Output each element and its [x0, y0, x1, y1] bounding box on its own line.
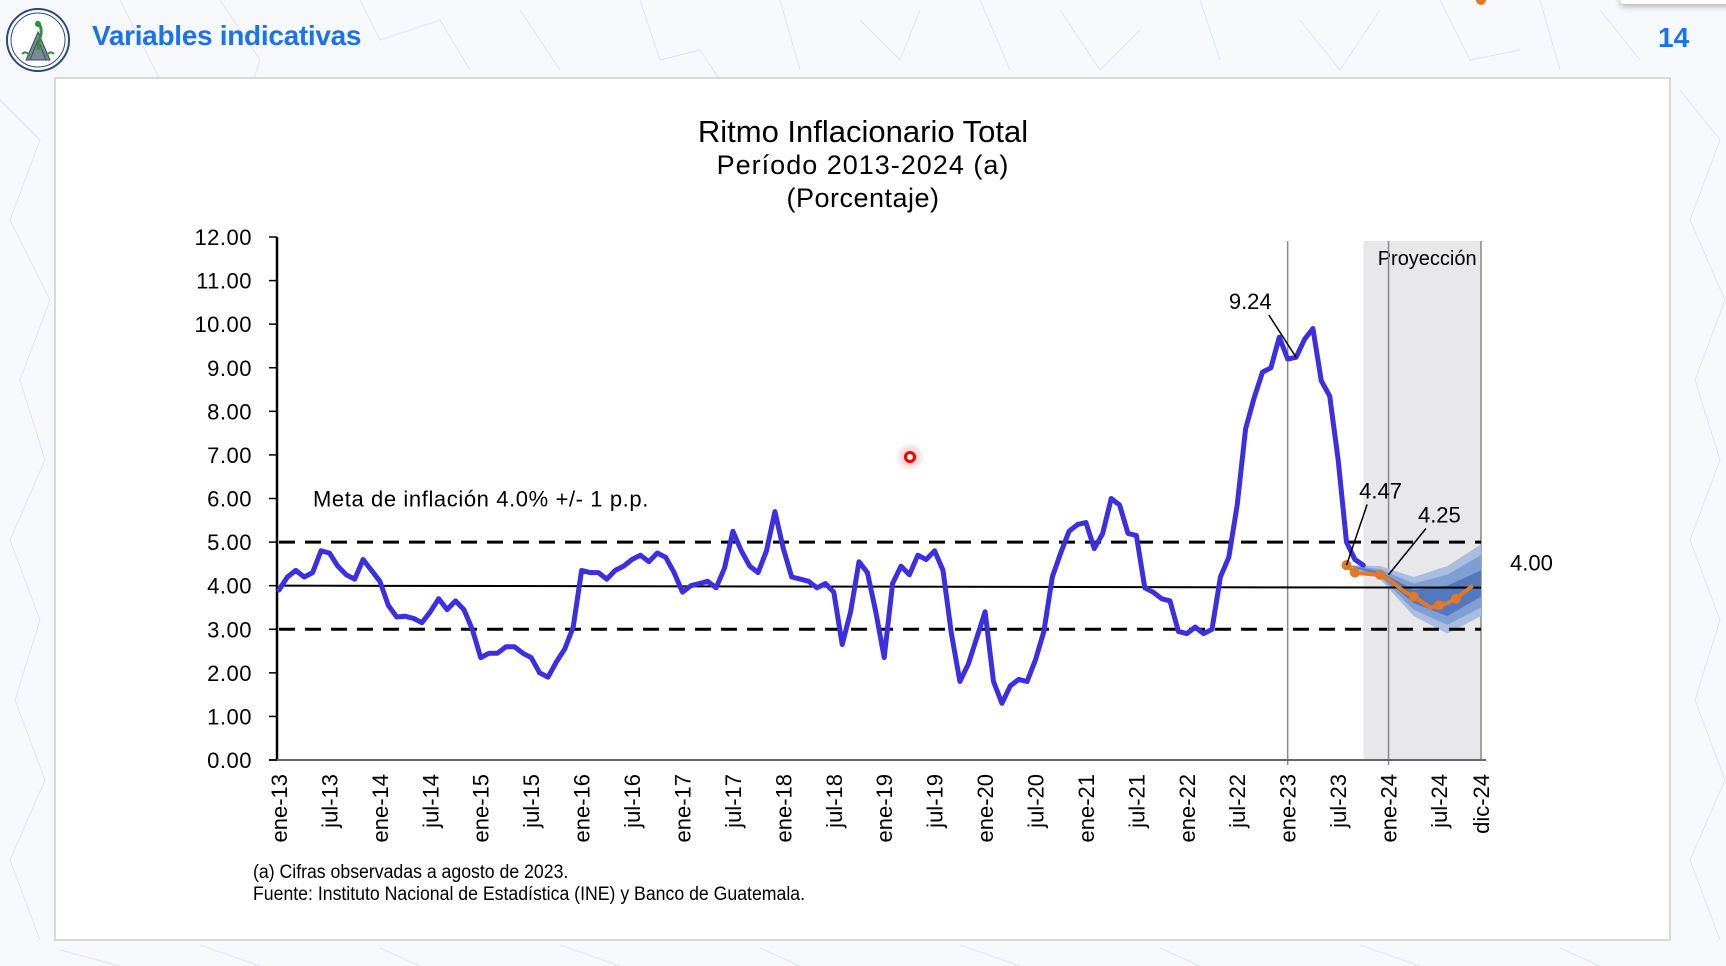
x-tick-label: jul-17 — [721, 774, 746, 829]
x-tick-label: ene-18 — [771, 774, 796, 843]
chart-subtitle: Período 2013-2024 (a) — [716, 150, 1010, 180]
page-number: 14 — [1658, 22, 1690, 53]
footnote-a: (a) Cifras observadas a agosto de 2023. — [253, 862, 569, 883]
y-tick-label: 0.00 — [207, 748, 252, 773]
y-tick-label: 4.00 — [207, 574, 252, 599]
x-tick-label: jul-24 — [1427, 774, 1452, 829]
annotation-label: 4.00 — [1510, 550, 1553, 575]
annotation-leader-line — [1345, 504, 1368, 566]
x-tick-label: jul-13 — [317, 774, 342, 829]
annotation-leader-line — [1268, 314, 1297, 358]
annotation-label: 4.25 — [1418, 502, 1461, 527]
x-tick-label: jul-21 — [1124, 774, 1149, 829]
x-tick-label: ene-22 — [1175, 774, 1200, 843]
y-tick-label: 2.00 — [207, 661, 252, 686]
y-tick-label: 12.00 — [194, 225, 252, 250]
x-tick-label: ene-21 — [1074, 774, 1099, 843]
annotation-leader-line — [1387, 527, 1427, 576]
x-tick-label: dic-24 — [1469, 774, 1494, 834]
x-tick-label: jul-19 — [923, 774, 948, 829]
y-tick-label: 10.00 — [194, 312, 252, 337]
x-tick-label: jul-22 — [1225, 774, 1250, 829]
target-label: Meta de inflación 4.0% +/- 1 p.p. — [313, 487, 649, 512]
projection-marker — [1408, 591, 1419, 602]
projection-marker — [1349, 567, 1360, 578]
x-tick-label: ene-13 — [267, 774, 292, 843]
slide-title: Variables indicativas — [92, 20, 362, 51]
annotation-label: 9.24 — [1229, 289, 1272, 314]
projection-marker — [1375, 569, 1386, 580]
footnote-source: Fuente: Instituto Nacional de Estadístic… — [253, 884, 805, 905]
y-tick-label: 8.00 — [207, 399, 252, 424]
chart-title: Ritmo Inflacionario Total — [697, 114, 1029, 149]
y-tick-label: 7.00 — [207, 443, 252, 468]
x-tick-label: ene-15 — [469, 774, 494, 843]
target-center-line — [278, 584, 1482, 589]
x-tick-label: ene-24 — [1377, 774, 1402, 843]
x-tick-label: jul-15 — [519, 774, 544, 829]
y-tick-label: 3.00 — [207, 617, 252, 642]
annotation-label: 4.47 — [1359, 479, 1402, 504]
x-tick-label: ene-16 — [570, 774, 595, 843]
x-tick-label: ene-19 — [872, 774, 897, 843]
top-panel-edge — [1620, 0, 1726, 4]
x-tick-label: jul-16 — [620, 774, 645, 829]
observed-inflation-line — [276, 326, 1366, 706]
y-tick-label: 9.00 — [207, 356, 252, 381]
x-tick-label: jul-14 — [418, 774, 443, 829]
x-tick-label: jul-23 — [1326, 774, 1351, 829]
chart-unit-label: (Porcentaje) — [786, 183, 940, 213]
y-tick-label: 11.00 — [196, 269, 252, 294]
y-tick-label: 5.00 — [207, 530, 252, 555]
x-tick-label: ene-23 — [1276, 774, 1301, 843]
x-tick-label: ene-17 — [670, 774, 695, 843]
x-tick-label: ene-14 — [368, 774, 393, 843]
projection-label: Proyección — [1378, 248, 1477, 270]
projection-marker — [1433, 600, 1444, 611]
y-tick-label: 6.00 — [207, 487, 252, 512]
projection-shaded-region — [1363, 241, 1481, 760]
y-tick-label: 1.00 — [207, 704, 252, 729]
banco-de-guatemala-seal-icon — [6, 8, 70, 72]
x-tick-label: jul-20 — [1024, 774, 1049, 829]
projection-marker — [1450, 593, 1461, 604]
pointer-cursor — [897, 444, 923, 470]
projection-marker — [1476, 0, 1486, 5]
x-tick-label: jul-18 — [822, 774, 847, 829]
x-tick-label: ene-20 — [973, 774, 998, 843]
